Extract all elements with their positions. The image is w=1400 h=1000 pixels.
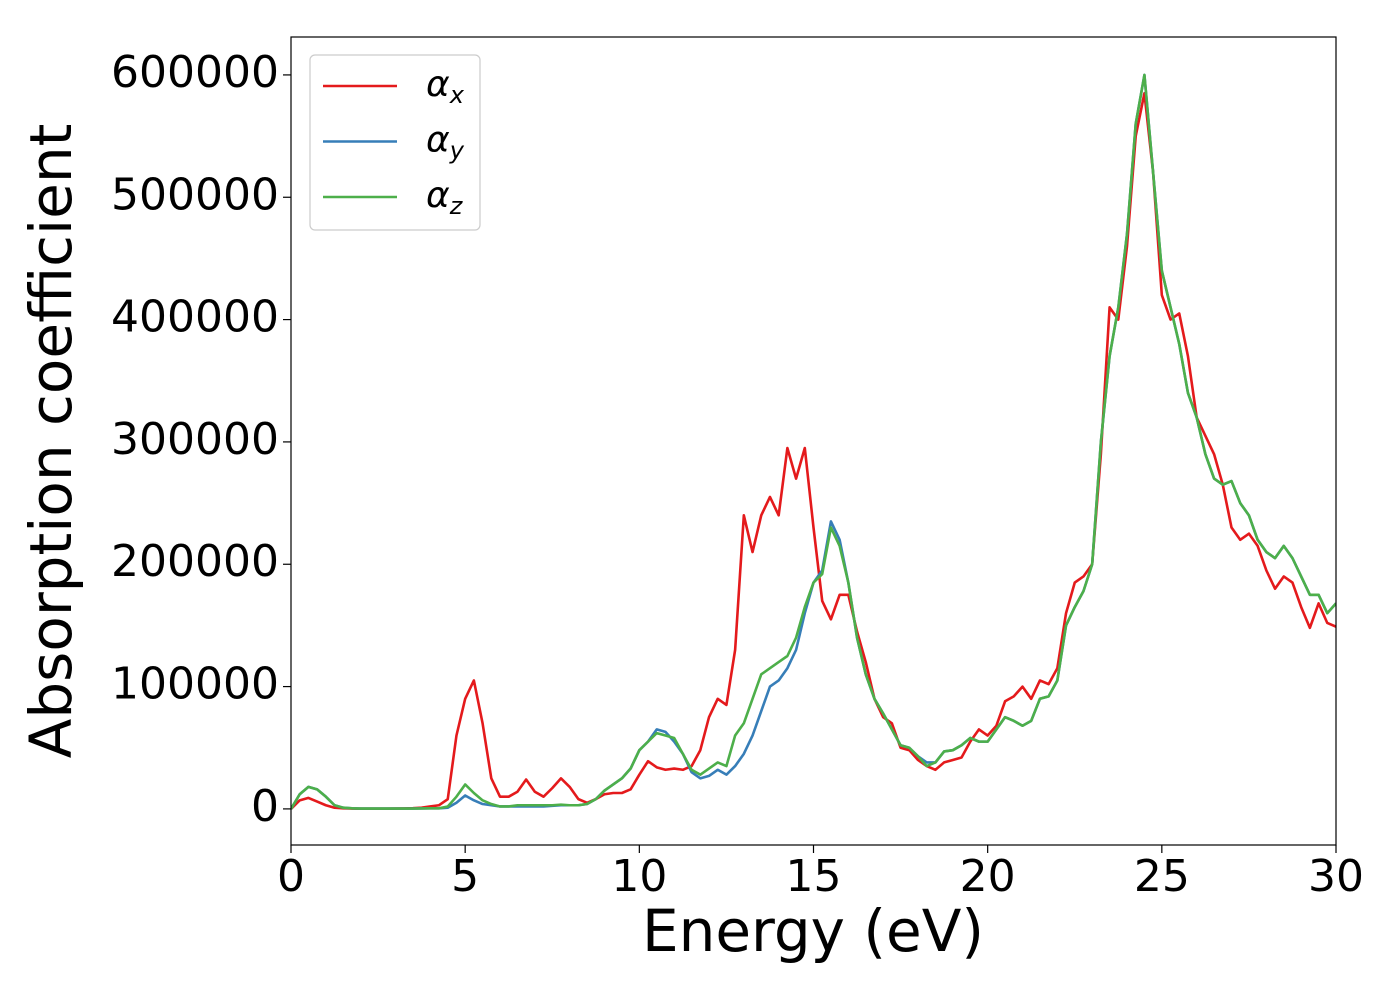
plot-frame — [290, 36, 1337, 846]
legend-label: αx — [426, 64, 465, 109]
y-tick-label: 200000 — [111, 536, 279, 587]
data-line — [291, 73, 1336, 810]
legend-label: αz — [426, 175, 464, 220]
y-tick-label: 500000 — [111, 169, 279, 220]
legend-label: αy — [426, 120, 465, 165]
y-tick-label: 400000 — [111, 292, 279, 343]
x-tick-label: 20 — [960, 851, 1016, 902]
y-tick-label: 600000 — [111, 47, 279, 98]
x-tick-label: 0 — [277, 851, 305, 902]
x-tick-label: 15 — [786, 851, 842, 902]
data-line — [291, 91, 1336, 810]
x-tick-label: 30 — [1308, 851, 1364, 902]
y-axis-label: Absorption coefficient — [17, 124, 85, 759]
x-tick-label: 25 — [1134, 851, 1190, 902]
x-axis-label: Energy (eV) — [642, 897, 984, 965]
x-tick-label: 5 — [451, 851, 479, 902]
y-tick-label: 0 — [251, 781, 279, 832]
y-tick-label: 300000 — [111, 414, 279, 465]
y-tick-label: 100000 — [111, 659, 279, 710]
x-tick-label: 10 — [611, 851, 667, 902]
